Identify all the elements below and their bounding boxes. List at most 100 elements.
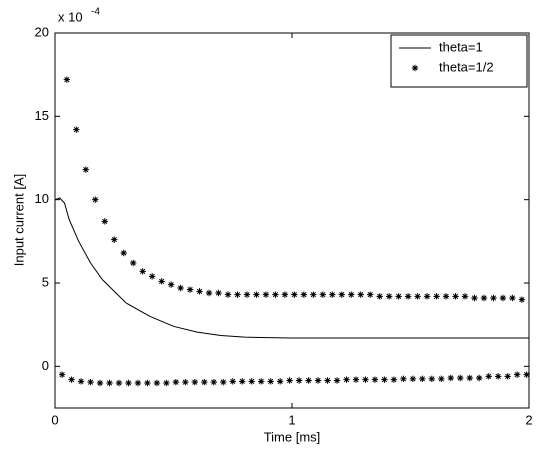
star-marker bbox=[106, 379, 113, 387]
star-marker bbox=[433, 293, 440, 300]
star-marker bbox=[182, 378, 189, 386]
star-marker bbox=[220, 378, 227, 386]
star-marker bbox=[428, 375, 436, 383]
y-tick-label: 15 bbox=[35, 108, 49, 123]
star-marker bbox=[82, 166, 90, 173]
star-marker bbox=[442, 293, 450, 300]
star-marker bbox=[494, 373, 502, 380]
star-marker bbox=[63, 76, 71, 83]
star-marker bbox=[77, 378, 85, 385]
star-marker bbox=[111, 236, 118, 243]
star-marker bbox=[499, 294, 507, 302]
star-marker bbox=[385, 293, 393, 300]
data-line bbox=[54, 197, 529, 339]
star-marker bbox=[438, 375, 445, 383]
star-marker bbox=[480, 294, 488, 302]
star-marker bbox=[381, 376, 388, 383]
star-marker bbox=[148, 273, 156, 280]
x-tick-label: 0 bbox=[51, 412, 58, 427]
star-marker bbox=[201, 378, 208, 386]
star-marker bbox=[390, 376, 398, 383]
star-marker bbox=[205, 289, 213, 297]
star-marker bbox=[58, 371, 66, 378]
star-marker bbox=[518, 296, 526, 303]
star-marker bbox=[319, 291, 327, 298]
star-marker bbox=[333, 377, 341, 384]
star-marker bbox=[414, 293, 421, 300]
legend-box bbox=[390, 34, 528, 88]
star-marker bbox=[186, 286, 194, 293]
star-marker bbox=[262, 291, 270, 298]
star-marker bbox=[314, 377, 322, 384]
star-marker bbox=[177, 284, 184, 292]
star-marker bbox=[348, 291, 355, 298]
star-marker bbox=[172, 378, 180, 386]
star-marker bbox=[295, 377, 303, 384]
star-marker bbox=[253, 291, 260, 298]
star-marker bbox=[167, 281, 175, 288]
star-marker bbox=[234, 291, 241, 298]
legend-label: theta=1/2 bbox=[439, 59, 494, 74]
star-marker bbox=[248, 378, 255, 385]
star-marker bbox=[362, 376, 369, 383]
y-multiplier-exponent: -4 bbox=[91, 7, 100, 18]
star-marker bbox=[513, 371, 521, 378]
star-marker bbox=[357, 291, 364, 298]
y-axis-label: Input current [A] bbox=[11, 174, 26, 267]
y-tick-label: 10 bbox=[35, 191, 49, 206]
star-marker bbox=[210, 378, 217, 386]
star-marker bbox=[485, 373, 492, 380]
legend-label: theta=1 bbox=[439, 39, 483, 54]
star-marker bbox=[272, 291, 279, 298]
star-marker bbox=[447, 374, 454, 382]
star-marker bbox=[257, 378, 265, 385]
star-marker bbox=[68, 376, 75, 383]
star-marker bbox=[419, 375, 426, 383]
star-marker bbox=[371, 376, 379, 383]
star-marker bbox=[243, 291, 251, 298]
star-marker bbox=[96, 379, 104, 387]
star-marker bbox=[411, 64, 419, 72]
star-marker bbox=[120, 249, 127, 257]
star-marker bbox=[139, 268, 146, 275]
star-marker bbox=[476, 374, 483, 382]
star-marker bbox=[101, 218, 108, 225]
y-multiplier-base: x 10 bbox=[58, 9, 83, 24]
star-marker bbox=[395, 293, 402, 300]
star-marker bbox=[504, 373, 511, 380]
star-marker bbox=[191, 378, 199, 386]
star-marker bbox=[276, 378, 284, 385]
x-axis-label: Time [ms] bbox=[264, 429, 321, 444]
star-marker bbox=[239, 378, 246, 385]
star-marker bbox=[471, 294, 478, 302]
y-tick-label: 0 bbox=[42, 358, 49, 373]
plot-frame bbox=[54, 32, 530, 409]
star-marker bbox=[130, 259, 137, 267]
star-marker bbox=[452, 293, 459, 300]
star-marker bbox=[338, 291, 345, 298]
star-marker bbox=[457, 374, 464, 382]
star-marker bbox=[291, 291, 298, 298]
star-marker bbox=[305, 377, 312, 384]
star-marker bbox=[329, 291, 336, 298]
star-marker bbox=[158, 278, 165, 285]
star-marker bbox=[466, 374, 473, 382]
star-marker bbox=[367, 291, 374, 298]
star-marker bbox=[376, 293, 383, 300]
star-marker bbox=[310, 291, 317, 298]
star-marker bbox=[400, 375, 407, 383]
star-marker bbox=[324, 377, 331, 384]
star-marker bbox=[523, 371, 530, 378]
star-marker bbox=[281, 291, 289, 298]
star-marker bbox=[404, 293, 412, 300]
star-marker bbox=[163, 379, 170, 387]
star-marker bbox=[215, 289, 222, 297]
star-marker bbox=[286, 377, 293, 384]
star-marker bbox=[224, 291, 232, 298]
star-marker bbox=[153, 379, 161, 387]
star-marker bbox=[343, 376, 350, 383]
star-marker bbox=[267, 378, 274, 385]
star-marker bbox=[125, 379, 132, 387]
